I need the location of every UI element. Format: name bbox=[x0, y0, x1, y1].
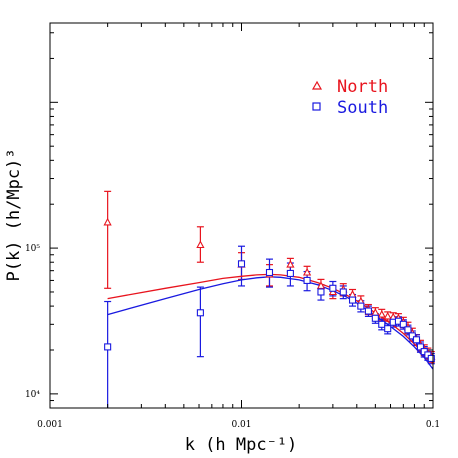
ticks-layer bbox=[49, 23, 434, 409]
data-point-south bbox=[412, 336, 421, 344]
model-line-north bbox=[107, 273, 434, 365]
data-point-south bbox=[404, 326, 412, 334]
data-point-south bbox=[357, 302, 365, 310]
legend: North South bbox=[311, 77, 388, 118]
data-point-south bbox=[378, 320, 386, 328]
data-point-south bbox=[104, 343, 112, 351]
legend-label-north: North bbox=[337, 77, 388, 97]
legend-label-south: South bbox=[337, 98, 388, 118]
data-point-south bbox=[237, 260, 246, 268]
legend-marker-north bbox=[311, 80, 323, 90]
tick-labels-layer: 0.001 0.01 0.1 10⁴ 10⁵ bbox=[25, 244, 440, 430]
x-axis-label: k (h Mpc⁻¹) bbox=[185, 435, 298, 455]
legend-item-north: North bbox=[311, 77, 388, 97]
data-point-south bbox=[399, 320, 407, 328]
data-point-south bbox=[416, 343, 425, 351]
y-tick-label: 10⁴ bbox=[25, 390, 40, 400]
y-axis-label: P(k) (h/Mpc)³ bbox=[4, 148, 24, 281]
data-point-north bbox=[103, 217, 112, 226]
x-tick-label: 0.1 bbox=[426, 420, 440, 430]
data-point-south bbox=[317, 288, 325, 296]
data-point-south bbox=[348, 296, 357, 304]
data-point-north bbox=[316, 281, 326, 289]
data-point-south bbox=[329, 284, 337, 292]
data-point-south bbox=[303, 276, 311, 284]
data-point-north bbox=[196, 240, 205, 249]
data-point-south bbox=[196, 309, 204, 317]
legend-marker-south bbox=[312, 102, 321, 111]
data-point-south bbox=[427, 354, 435, 362]
markers-layer bbox=[103, 217, 436, 362]
data-point-south bbox=[371, 314, 379, 322]
data-point-south bbox=[384, 325, 392, 333]
data-point-north bbox=[286, 259, 295, 268]
data-point-south bbox=[339, 288, 347, 296]
model-lines-layer bbox=[107, 273, 434, 370]
data-point-south bbox=[364, 307, 372, 315]
model-line-south bbox=[107, 276, 434, 370]
x-tick-label: 0.001 bbox=[37, 420, 63, 430]
x-tick-label: 0.01 bbox=[231, 420, 251, 430]
data-point-north bbox=[383, 311, 392, 320]
data-point-south bbox=[265, 268, 274, 277]
error-bars-layer bbox=[104, 190, 435, 408]
legend-item-south: South bbox=[312, 98, 388, 118]
data-point-north bbox=[377, 309, 386, 318]
data-point-north bbox=[371, 308, 380, 316]
y-tick-label: 10⁵ bbox=[25, 244, 40, 254]
data-point-south bbox=[286, 269, 294, 277]
data-point-north bbox=[302, 267, 312, 276]
data-point-south bbox=[408, 332, 416, 340]
